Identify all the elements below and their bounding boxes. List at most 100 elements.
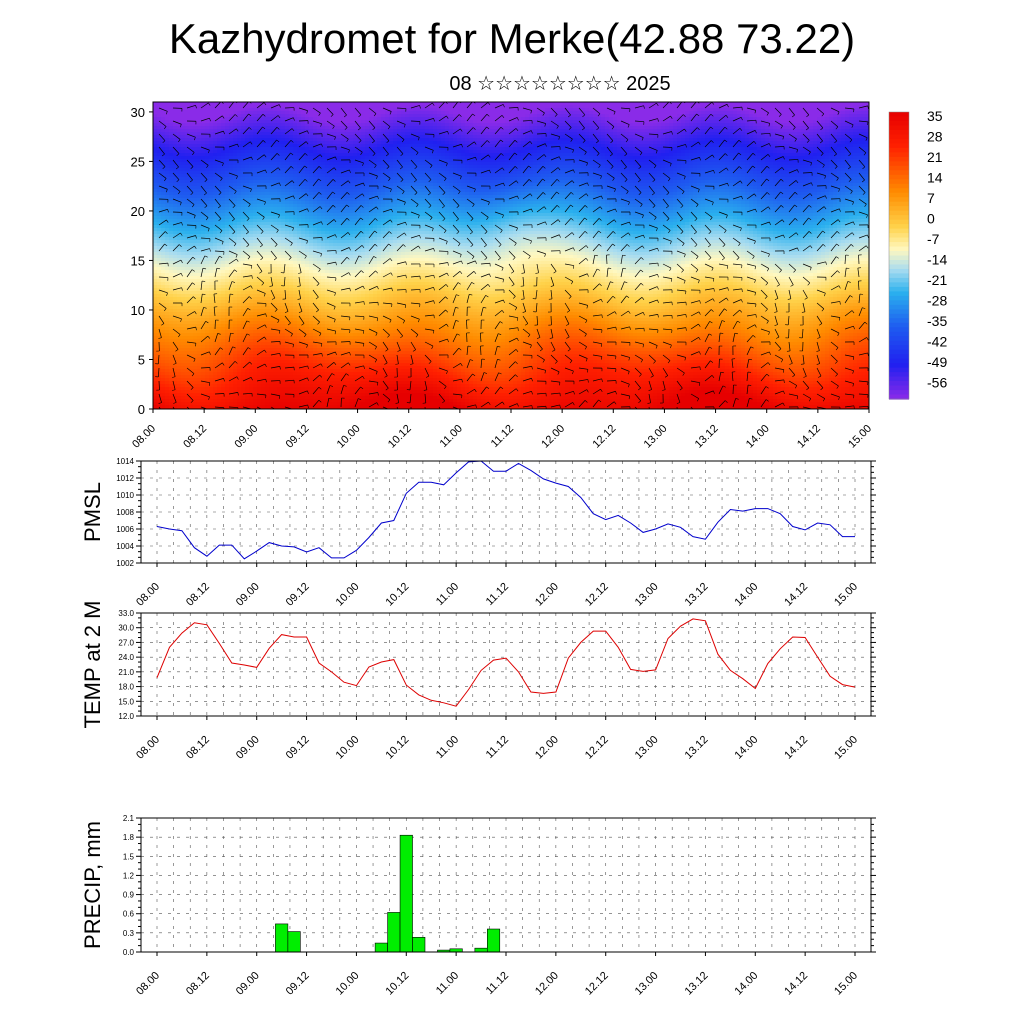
field-cell <box>157 270 162 274</box>
field-cell <box>285 357 290 361</box>
field-cell <box>181 237 186 241</box>
field-cell <box>273 156 278 160</box>
field-cell <box>301 228 306 232</box>
field-cell <box>325 285 330 289</box>
field-cell <box>333 297 338 301</box>
field-cell <box>253 144 258 148</box>
field-cell <box>337 156 342 160</box>
field-cell <box>341 333 346 337</box>
field-cell <box>309 294 314 298</box>
field-cell <box>153 303 158 307</box>
field-cell <box>161 390 166 394</box>
field-cell <box>209 204 214 208</box>
field-cell <box>177 357 182 361</box>
field-cell <box>269 309 274 313</box>
field-cell <box>281 141 286 145</box>
field-cell <box>193 306 198 310</box>
field-cell <box>177 210 182 214</box>
field-cell <box>209 183 214 187</box>
field-cell <box>233 357 238 361</box>
field-cell <box>313 261 318 265</box>
field-cell <box>237 336 242 340</box>
field-cell <box>181 123 186 127</box>
field-cell <box>281 384 286 388</box>
field-cell <box>333 207 338 211</box>
field-cell <box>281 105 286 109</box>
field-cell <box>265 237 270 241</box>
field-cell <box>293 201 298 205</box>
field-cell <box>273 189 278 193</box>
field-cell <box>309 168 314 172</box>
field-cell <box>217 294 222 298</box>
field-cell <box>333 117 338 121</box>
field-cell <box>321 381 326 385</box>
field-cell <box>305 156 310 160</box>
field-cell <box>337 327 342 331</box>
field-cell <box>249 162 254 166</box>
field-cell <box>213 102 218 106</box>
field-cell <box>317 243 322 247</box>
field-cell <box>257 345 262 349</box>
field-cell <box>185 204 190 208</box>
field-cell <box>209 213 214 217</box>
field-cell <box>217 126 222 130</box>
field-cell <box>337 381 342 385</box>
field-cell <box>273 387 278 391</box>
field-cell <box>285 135 290 139</box>
field-cell <box>213 372 218 376</box>
field-cell <box>169 132 174 136</box>
field-cell <box>165 357 170 361</box>
field-cell <box>333 336 338 340</box>
field-cell <box>169 327 174 331</box>
field-cell <box>169 114 174 118</box>
field-cell <box>301 369 306 373</box>
field-cell <box>169 111 174 115</box>
field-cell <box>197 339 202 343</box>
field-cell <box>209 318 214 322</box>
field-cell <box>345 162 350 166</box>
field-cell <box>241 342 246 346</box>
field-cell <box>233 207 238 211</box>
field-cell <box>293 399 298 403</box>
field-cell <box>301 348 306 352</box>
field-cell <box>197 336 202 340</box>
field-cell <box>169 195 174 199</box>
field-cell <box>165 282 170 286</box>
field-cell <box>249 312 254 316</box>
field-cell <box>161 339 166 343</box>
field-cell <box>237 156 242 160</box>
field-cell <box>337 258 342 262</box>
field-cell <box>209 354 214 358</box>
field-cell <box>341 303 346 307</box>
field-cell <box>201 348 206 352</box>
field-cell <box>245 399 250 403</box>
field-cell <box>153 324 158 328</box>
field-cell <box>237 321 242 325</box>
field-cell <box>261 153 266 157</box>
field-cell <box>277 306 282 310</box>
field-cell <box>333 222 338 226</box>
field-cell <box>301 189 306 193</box>
field-cell <box>257 195 262 199</box>
field-cell <box>177 369 182 373</box>
field-cell <box>241 210 246 214</box>
field-cell <box>153 135 158 139</box>
field-cell <box>309 366 314 370</box>
field-cell <box>189 159 194 163</box>
field-cell <box>157 114 162 118</box>
field-cell <box>281 135 286 139</box>
field-cell <box>261 222 266 226</box>
field-cell <box>209 243 214 247</box>
field-cell <box>205 159 210 163</box>
field-cell <box>313 312 318 316</box>
field-cell <box>217 195 222 199</box>
field-cell <box>205 282 210 286</box>
field-cell <box>225 303 230 307</box>
field-cell <box>329 264 334 268</box>
field-cell <box>277 147 282 151</box>
field-cell <box>261 192 266 196</box>
field-cell <box>245 204 250 208</box>
field-cell <box>277 375 282 379</box>
field-cell <box>285 207 290 211</box>
field-cell <box>221 381 226 385</box>
